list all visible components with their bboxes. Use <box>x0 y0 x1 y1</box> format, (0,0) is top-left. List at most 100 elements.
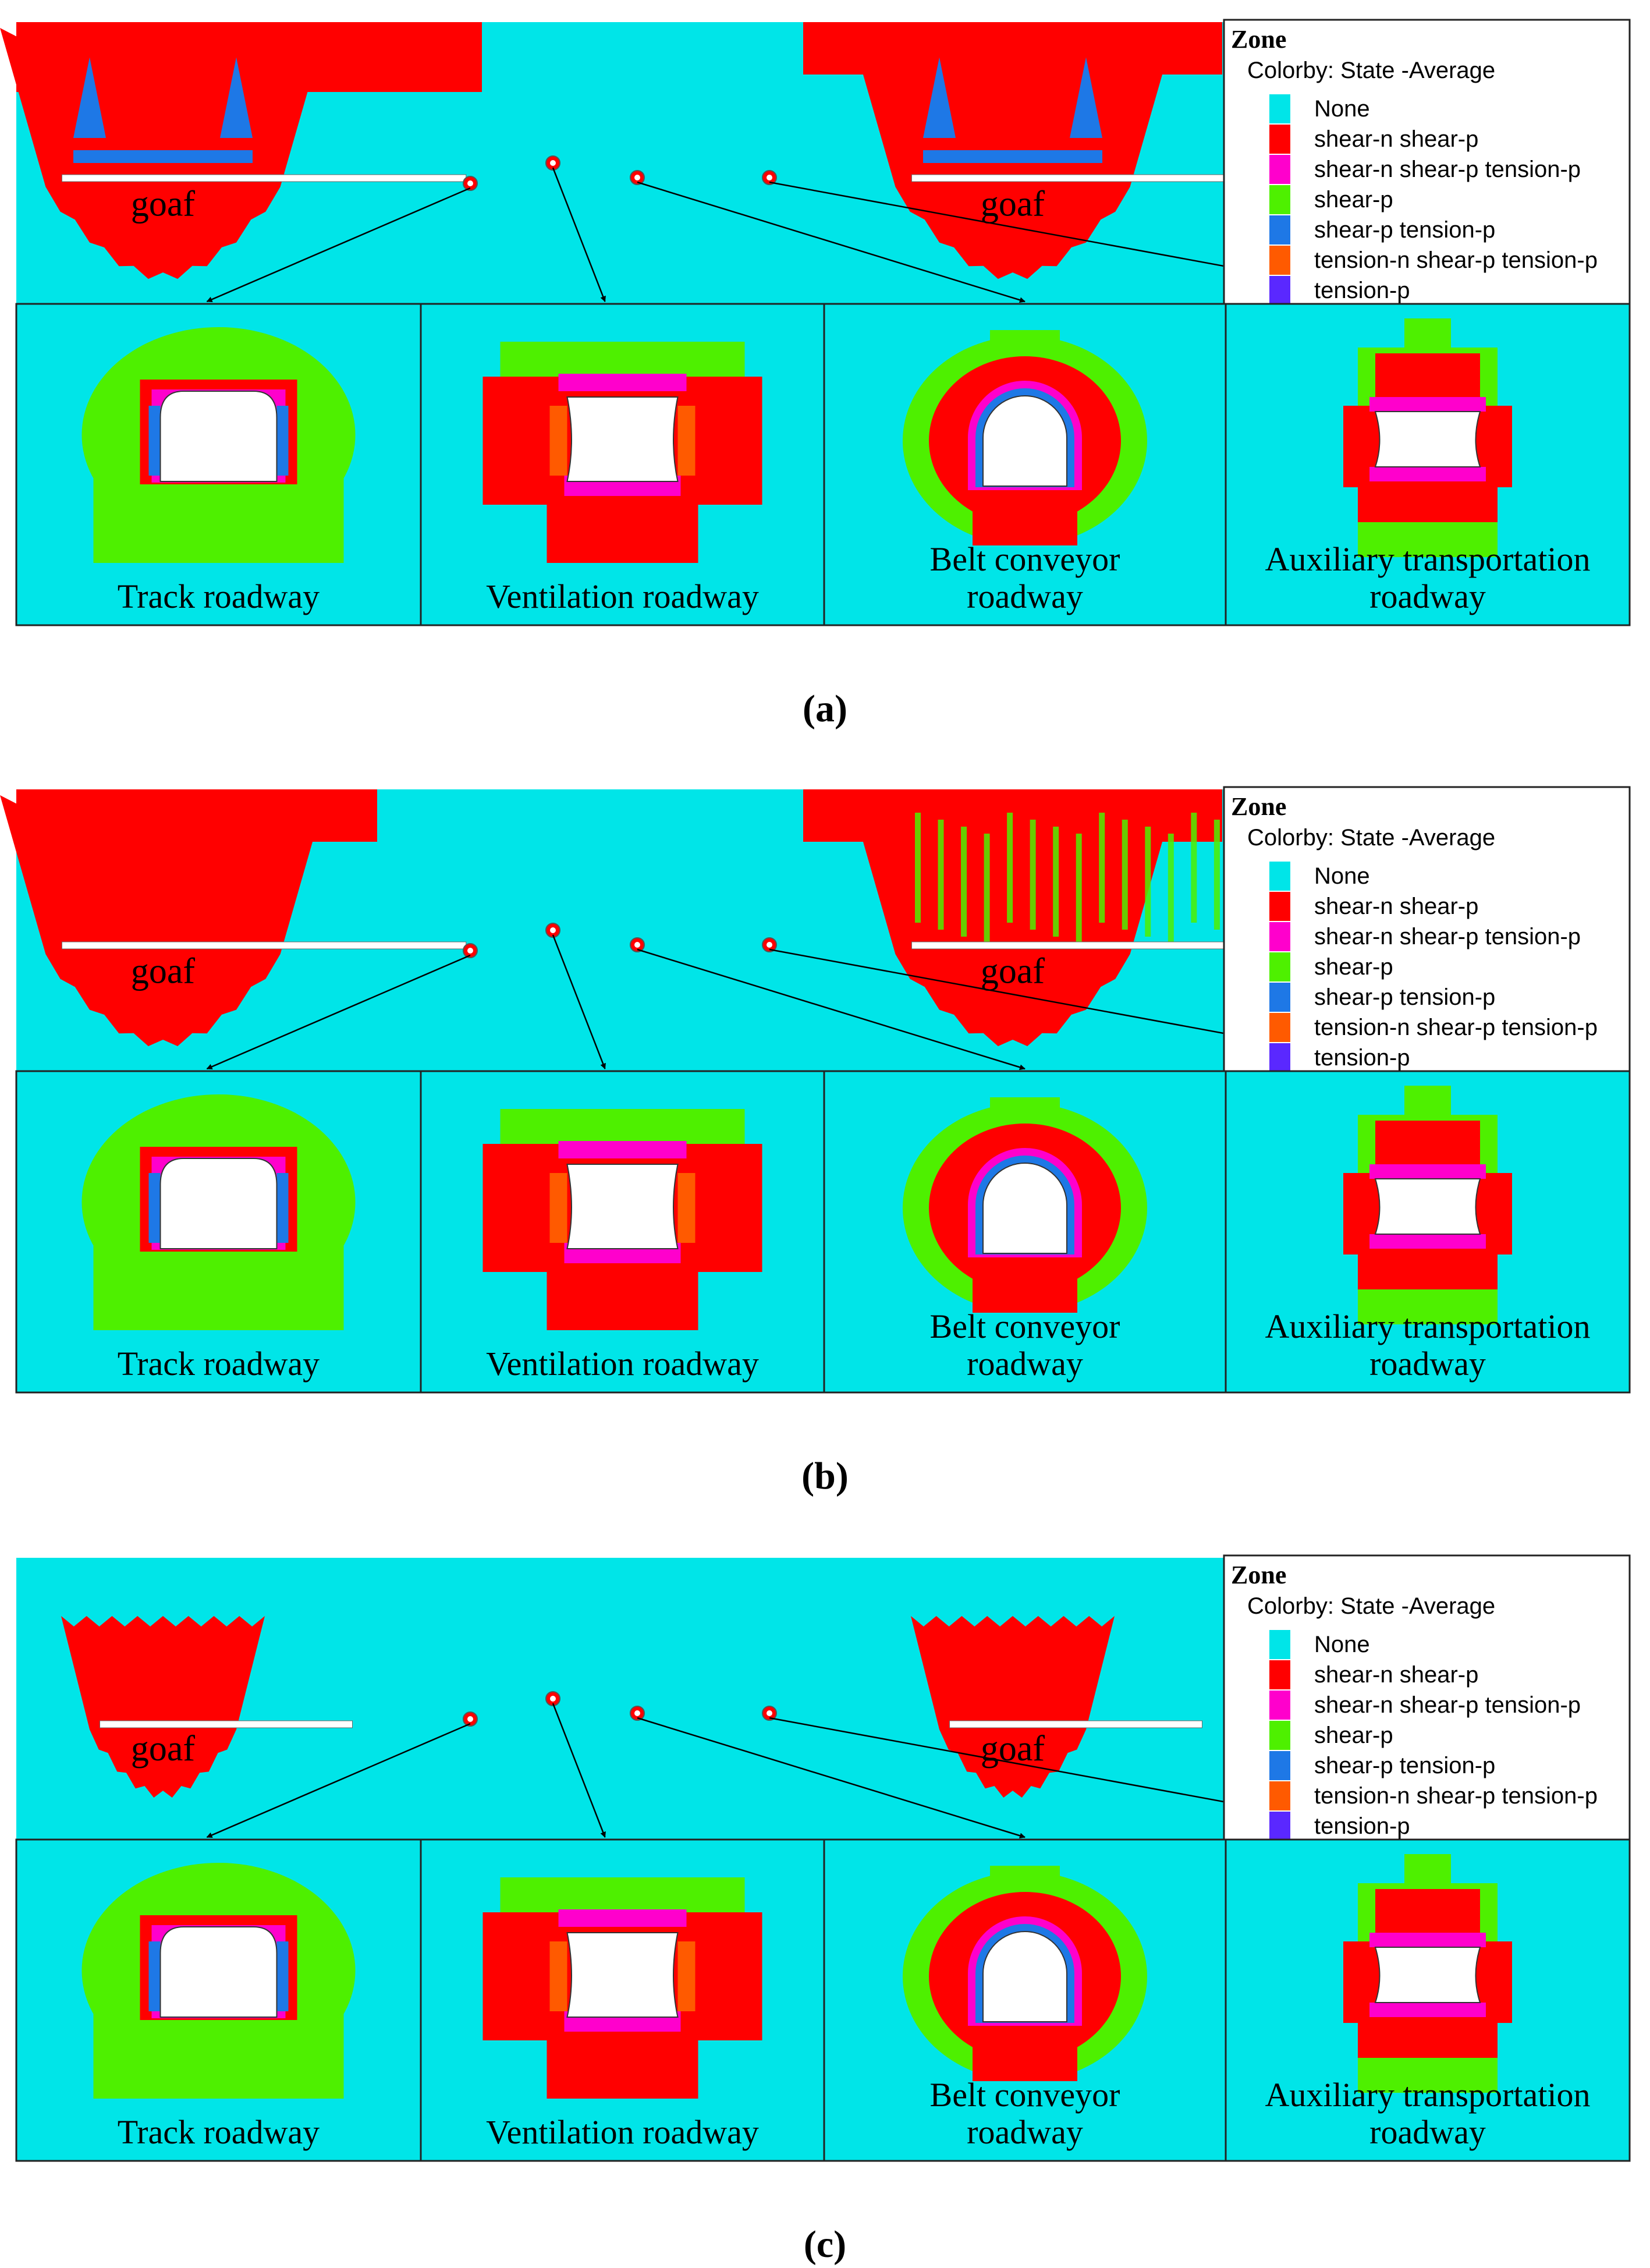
ventilation-floor-red <box>547 2035 698 2099</box>
ventilation-roadway-opening <box>566 1164 679 1249</box>
goaf-tension-zone <box>1070 57 1102 139</box>
roadway-marker-opening <box>467 948 473 954</box>
legend-item-label: shear-p <box>1314 1723 1393 1748</box>
ventilation-floor-red <box>547 499 698 563</box>
track-floor-shear-zone <box>93 1243 344 1330</box>
track-blue-wall <box>148 406 161 476</box>
roadway-label: roadway <box>1369 1345 1486 1383</box>
legend-subtitle: Colorby: State -Average <box>1247 1593 1495 1619</box>
goaf-opening <box>100 1720 353 1728</box>
legend-swatch <box>1269 1781 1290 1810</box>
goaf-failure-zone-0 <box>0 795 326 1047</box>
legend-swatch <box>1269 1721 1290 1750</box>
roadway-pointer-arrow <box>552 934 606 1069</box>
roadway-label: Auxiliary transportation <box>1265 540 1591 578</box>
roadway-subpanel: Ventilation roadway <box>420 304 762 625</box>
goaf-shear-streak <box>1030 820 1036 930</box>
legend-subtitle: Colorby: State -Average <box>1247 825 1495 850</box>
track-roadway-opening <box>159 1926 278 2018</box>
roadway-pointer-arrow <box>552 1703 606 1838</box>
auxiliary-roadway-opening <box>1374 1947 1481 2003</box>
goaf-shear-streak <box>1007 813 1013 923</box>
roadway-subpanel: Ventilation roadway <box>420 1840 762 2161</box>
roadway-pointer-arrow <box>637 1717 1026 1839</box>
ventilation-orange-wall <box>549 1941 567 2011</box>
legend-item-label: None <box>1314 96 1370 122</box>
goaf-tension-band <box>73 150 253 163</box>
legend-item-label: None <box>1314 863 1370 889</box>
legend-swatch <box>1269 1630 1290 1659</box>
roadway-label: Belt conveyor <box>930 2076 1120 2114</box>
goaf-label: goaf <box>981 184 1045 224</box>
roadway-pointer-arrow <box>552 167 606 302</box>
track-blue-wall <box>276 1173 289 1243</box>
goaf-shear-streak <box>984 834 990 944</box>
legend-swatch <box>1269 1013 1290 1042</box>
legend-item-label: shear-n shear-p tension-p <box>1314 1692 1581 1718</box>
roadway-pointer-arrow <box>206 954 471 1070</box>
auxiliary-magenta-roof <box>1369 397 1486 412</box>
goaf-shear-streak <box>1053 827 1059 937</box>
roadway-label: roadway <box>1369 2113 1486 2151</box>
goaf-label: goaf <box>131 184 196 224</box>
goaf-shear-streak <box>1168 834 1174 944</box>
auxiliary-magenta-roof <box>1369 1933 1486 1947</box>
goaf-shear-streak <box>1076 834 1082 944</box>
legend-box <box>1223 19 1631 311</box>
belt-roadway-opening <box>982 1163 1067 1254</box>
ventilation-roadway-opening <box>566 396 679 482</box>
auxiliary-magenta-floor <box>1369 467 1486 481</box>
roadway-label: Track roadway <box>118 577 320 615</box>
goaf-shear-streak <box>1122 820 1128 930</box>
roadway-label: Ventilation roadway <box>486 1345 759 1383</box>
auxiliary-floor-red <box>1358 2017 1498 2058</box>
track-blue-wall <box>276 406 289 476</box>
roadway-subpanel: Track roadway <box>81 327 356 615</box>
auxiliary-roadway-opening <box>1374 1178 1481 1235</box>
panel-caption: (c) <box>804 2223 846 2266</box>
legend-item-label: tension-n shear-p tension-p <box>1314 1015 1598 1040</box>
goaf-shear-streak <box>1099 813 1105 923</box>
goaf-label: goaf <box>981 951 1045 991</box>
auxiliary-magenta-floor <box>1369 2003 1486 2017</box>
roadway-label: roadway <box>967 2113 1083 2151</box>
ventilation-floor-red <box>547 1266 698 1330</box>
legend-swatch <box>1269 1751 1290 1780</box>
goaf-label: goaf <box>981 1729 1045 1769</box>
legend-item-label: None <box>1314 1632 1370 1657</box>
roadway-marker-opening <box>550 160 556 166</box>
panel-a: goaf goaf Zone Colorby: State -Average None s… <box>0 19 1631 730</box>
goaf-failure-zone-1 <box>911 1616 1115 1798</box>
goaf-tension-band <box>923 150 1102 163</box>
panel-caption: (a) <box>803 688 847 730</box>
legend-swatch <box>1269 215 1290 244</box>
legend-swatch <box>1269 276 1290 305</box>
legend-item-label: shear-p tension-p <box>1314 1753 1495 1778</box>
track-roadway-opening <box>159 391 278 482</box>
roadway-marker-opening <box>767 942 772 948</box>
legend-swatch <box>1269 892 1290 921</box>
roadway-label: Auxiliary transportation <box>1265 2076 1591 2114</box>
goaf-tension-zone <box>73 57 106 139</box>
roadway-marker-opening <box>634 175 640 180</box>
legend-item-label: shear-p tension-p <box>1314 984 1495 1010</box>
roadway-label: Ventilation roadway <box>486 577 759 615</box>
legend-title: Zone <box>1231 25 1286 54</box>
goaf-label: goaf <box>131 1729 196 1769</box>
roadway-marker-opening <box>467 180 473 186</box>
roadway-label: roadway <box>1369 577 1486 615</box>
legend-swatch <box>1269 246 1290 275</box>
roadway-label: Track roadway <box>118 1345 320 1383</box>
roadway-pointer-arrow <box>637 948 1026 1071</box>
legend-item-label: shear-p <box>1314 954 1393 980</box>
legend-swatch <box>1269 952 1290 981</box>
legend-swatch <box>1269 983 1290 1012</box>
goaf-label: goaf <box>131 951 196 991</box>
ventilation-orange-wall <box>677 406 696 476</box>
roadway-label: Auxiliary transportation <box>1265 1307 1591 1345</box>
goaf-shear-streak <box>915 813 921 923</box>
